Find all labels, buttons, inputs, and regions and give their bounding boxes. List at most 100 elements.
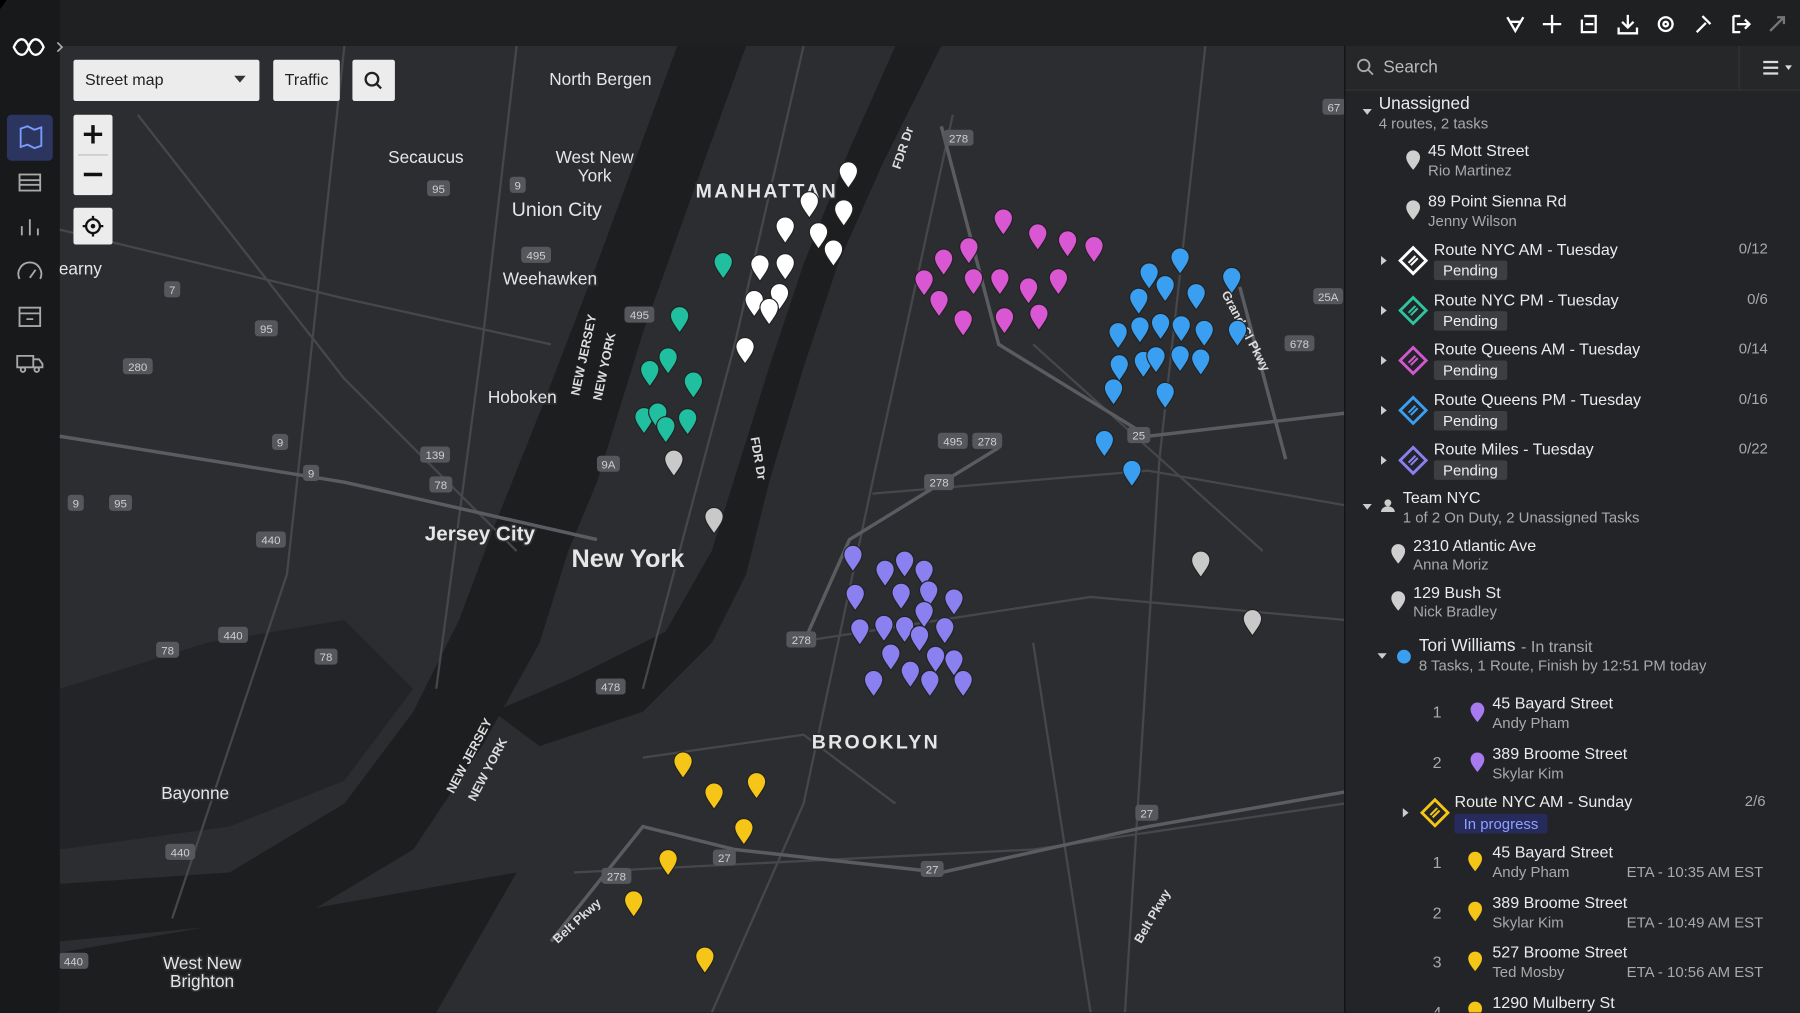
road-shield (937, 432, 968, 449)
road-number: 440 (64, 956, 83, 968)
stop-recipient: Andy Pham (1492, 863, 1570, 881)
road-number: 9 (277, 438, 283, 450)
stop-index: 4 (1432, 1002, 1442, 1013)
road-number: 9 (515, 180, 521, 192)
road-number: 278 (978, 436, 997, 448)
road-number: 280 (128, 362, 147, 374)
road-number: 678 (1290, 339, 1309, 351)
traffic-button[interactable]: Traffic (273, 59, 340, 102)
road-number: 27 (718, 853, 731, 865)
place-label: Bayonne (161, 783, 229, 803)
stop-eta: ETA - 10:56 AM EST (1626, 963, 1764, 981)
locate-button[interactable] (73, 207, 113, 245)
stop-index: 1 (1432, 702, 1442, 721)
place-label: West New (163, 953, 242, 973)
place-label: earny (60, 258, 103, 278)
task-recipient: Rio Martinez (1428, 161, 1512, 180)
stop-recipient: Skylar Kim (1492, 913, 1564, 931)
road-shield (601, 867, 632, 884)
group-title: Unassigned (1378, 94, 1470, 114)
road-number: 495 (943, 436, 962, 448)
stop-address: 389 Broome Street (1492, 743, 1628, 762)
search-box[interactable] (1345, 45, 1800, 91)
stop-recipient: Ted Mosby (1492, 963, 1565, 981)
search-icon (364, 71, 382, 90)
task-address: 2310 Atlantic Ave (1413, 536, 1537, 555)
place-label: North Bergen (549, 69, 651, 89)
east-river (493, 45, 942, 747)
route-progress: 0/16 (1738, 389, 1768, 407)
road-shield (924, 474, 954, 491)
task-address: 129 Bush St (1413, 583, 1501, 602)
road-shield (1127, 427, 1151, 444)
road-shield (156, 641, 180, 658)
road-shield (254, 320, 278, 337)
road-number: 278 (792, 635, 811, 647)
driver-summary: 8 Tasks, 1 Route, Finish by 12:51 PM tod… (1418, 656, 1707, 674)
task-address: 89 Point Sienna Rd (1428, 191, 1567, 210)
road-shield (509, 176, 526, 193)
road-number: 440 (223, 630, 242, 642)
road-shield (420, 446, 451, 463)
road-shield (1322, 98, 1345, 115)
zoom-control[interactable] (73, 114, 113, 196)
task-address: 45 Mott Street (1428, 141, 1530, 160)
road-number: 27 (1140, 808, 1153, 820)
road-shield (624, 306, 655, 323)
road-shield (972, 432, 1003, 449)
stop-recipient: Skylar Kim (1492, 763, 1564, 782)
road-shield (255, 531, 286, 548)
map-type-select[interactable] (73, 59, 260, 102)
locate-icon (82, 215, 104, 237)
map-search-button[interactable] (352, 59, 395, 102)
map[interactable]: 278 495 495 9 95 7 95 280 139 78 9 9 9 95 440 440 78 78 47… (59, 45, 1345, 1013)
road-shield (521, 246, 552, 263)
status-badge: In progress (1454, 813, 1548, 834)
place-label: Secaucus (388, 147, 464, 167)
road-shield (429, 476, 453, 493)
road-shield (165, 843, 196, 860)
road-shield (59, 952, 89, 969)
place-label: Union City (512, 199, 602, 221)
status-badge: Pending (1433, 360, 1507, 380)
stop-index: 2 (1432, 752, 1442, 771)
place-label: Hoboken (488, 387, 557, 407)
road-number: 9 (308, 469, 314, 481)
road-number: 440 (171, 847, 190, 859)
road-number: 27 (926, 865, 939, 877)
road-number: 25A (1318, 292, 1339, 304)
road-number: 25 (1132, 431, 1145, 443)
route-progress: 0/6 (1747, 289, 1768, 308)
search-placeholder[interactable]: Search (1383, 57, 1438, 77)
route-name: Route NYC PM - Tuesday (1433, 289, 1619, 309)
stop-address: 389 Broome Street (1492, 892, 1628, 911)
road-shield (164, 281, 181, 298)
route-progress: 0/14 (1738, 339, 1768, 358)
task-recipient: Jenny Wilson (1428, 211, 1517, 230)
road-shield (314, 648, 338, 665)
road-shield (712, 849, 736, 866)
road-number: 95 (114, 498, 127, 510)
road-shield (427, 180, 451, 197)
group-title: Team NYC (1402, 487, 1481, 507)
route-name: Route NYC AM - Tuesday (1433, 239, 1618, 259)
road-shield (1284, 335, 1315, 352)
road-shield (943, 129, 974, 146)
road-number: 139 (426, 450, 445, 462)
route-progress: 2/6 (1744, 792, 1766, 810)
place-label: New York (572, 545, 686, 573)
stop-index: 1 (1432, 852, 1442, 872)
road-shield (920, 860, 944, 878)
top-bar (59, 0, 1800, 46)
stop-eta: ETA - 10:49 AM EST (1626, 913, 1764, 931)
place-label: BROOKLYN (812, 731, 940, 753)
road-number: 7 (169, 285, 175, 297)
bay (59, 619, 414, 850)
driver-status: - In transit (1521, 637, 1593, 656)
road-shield (67, 494, 84, 511)
route-name: Route NYC AM - Sunday (1454, 792, 1633, 811)
map-type: Street map (84, 70, 164, 89)
road-shield (272, 433, 289, 451)
